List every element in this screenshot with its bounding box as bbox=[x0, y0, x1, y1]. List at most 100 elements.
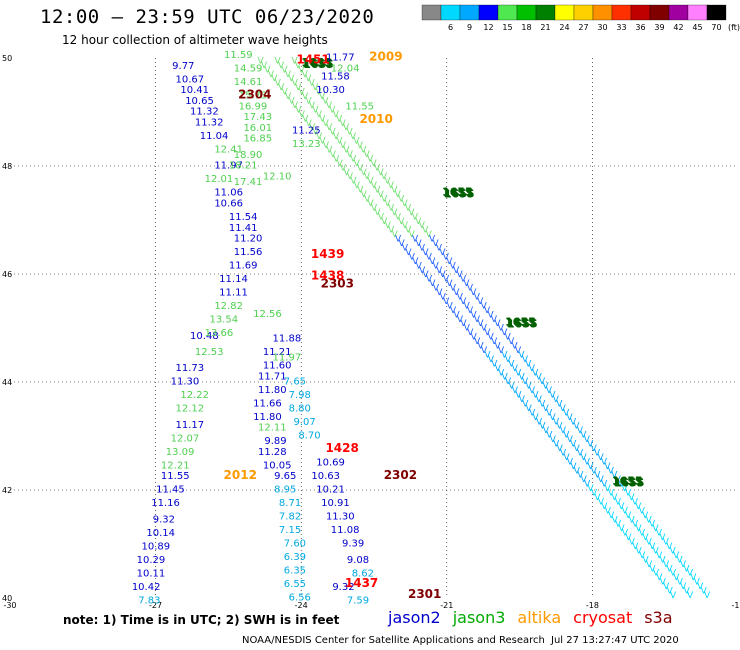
jason3-wave-height: 12.10 bbox=[263, 172, 292, 183]
y-tick-label: 44 bbox=[2, 378, 12, 387]
altika-wave-height: 7.65 bbox=[284, 377, 306, 388]
jason2-wave-height: 11.73 bbox=[175, 363, 204, 374]
color-swatch bbox=[440, 4, 461, 21]
track-cluster: 1655 bbox=[444, 188, 475, 201]
track-mark: V bbox=[543, 426, 550, 436]
legend-item-altika: altika bbox=[517, 608, 562, 627]
jason2-wave-height: 10.65 bbox=[185, 96, 214, 107]
track-mark: V bbox=[443, 252, 450, 262]
track-mark: V bbox=[594, 471, 601, 481]
track-mark: V bbox=[305, 96, 312, 106]
jason2-wave-height: 11.45 bbox=[156, 485, 185, 496]
track-mark: V bbox=[529, 408, 536, 418]
track-mark: V bbox=[367, 154, 374, 164]
track-mark: V bbox=[291, 56, 298, 66]
track-mark: V bbox=[577, 471, 584, 481]
track-mark: V bbox=[550, 435, 557, 445]
track-mark: V bbox=[649, 520, 656, 530]
track-mark: V bbox=[653, 546, 660, 556]
track-mark: V bbox=[261, 61, 268, 71]
jason3-wave-height: 14.61 bbox=[234, 77, 263, 88]
track-mark: V bbox=[388, 226, 395, 236]
color-tick-label: 36 bbox=[635, 23, 645, 32]
track-mark: V bbox=[539, 377, 546, 387]
color-tick-label: 12 bbox=[483, 23, 493, 32]
track-mark: V bbox=[587, 440, 594, 450]
track-mark: V bbox=[405, 248, 412, 258]
jason2-wave-height: 10.48 bbox=[190, 331, 219, 342]
jason3-wave-height: 12.22 bbox=[180, 390, 209, 401]
track-mark: V bbox=[522, 377, 529, 387]
track-mark: V bbox=[326, 146, 333, 156]
track-mark: V bbox=[402, 199, 409, 209]
track-mark: V bbox=[560, 404, 567, 414]
track-mark: V bbox=[467, 284, 474, 294]
track-mark: V bbox=[343, 146, 350, 156]
track-mark: V bbox=[433, 284, 440, 294]
track-mark: V bbox=[660, 555, 667, 565]
track-mark: V bbox=[546, 431, 553, 441]
track-mark: V bbox=[447, 301, 454, 311]
track-mark: V bbox=[347, 150, 354, 160]
track-mark: V bbox=[385, 199, 392, 209]
jason2-wave-height: 10.69 bbox=[316, 458, 345, 469]
jason2-wave-height: 11.32 bbox=[190, 107, 219, 118]
track-mark: V bbox=[298, 65, 305, 75]
track-mark: V bbox=[429, 257, 436, 267]
jason3-wave-height: 12.41 bbox=[214, 145, 243, 156]
altika-wave-height: 7.98 bbox=[289, 390, 311, 401]
jason2-wave-height: 11.04 bbox=[200, 131, 229, 142]
jason3-wave-height: 12.11 bbox=[258, 423, 287, 434]
track-mark: V bbox=[364, 150, 371, 160]
track-mark: V bbox=[525, 359, 532, 369]
track-mark: V bbox=[302, 114, 309, 124]
track-mark: V bbox=[340, 141, 347, 151]
legend-item-jason2: jason2 bbox=[388, 608, 441, 627]
color-tick-label: 21 bbox=[540, 23, 550, 32]
track-mark: V bbox=[288, 96, 295, 106]
track-mark: V bbox=[567, 413, 574, 423]
track-mark: V bbox=[597, 453, 604, 463]
jason2-wave-height: 11.60 bbox=[263, 361, 292, 372]
track-cluster: 1655 bbox=[303, 58, 334, 71]
track-mark: V bbox=[584, 435, 591, 445]
jason2-wave-height: 10.30 bbox=[316, 85, 345, 96]
track-mark: V bbox=[580, 453, 587, 463]
track-mark: V bbox=[508, 337, 515, 347]
altika-wave-height: 7.15 bbox=[279, 525, 301, 536]
track-mark: V bbox=[343, 168, 350, 178]
color-swatch bbox=[687, 4, 708, 21]
track-mark: V bbox=[409, 230, 416, 240]
track-mark: V bbox=[457, 315, 464, 325]
track-mark: V bbox=[457, 270, 464, 280]
color-swatch bbox=[459, 4, 480, 21]
track-mark: V bbox=[536, 395, 543, 405]
altika-wave-height: 7.60 bbox=[284, 539, 306, 550]
x-tick-label: -30 bbox=[3, 601, 16, 610]
jason2-wave-height: 9.77 bbox=[172, 61, 194, 72]
track-mark: V bbox=[560, 448, 567, 458]
track-mark: V bbox=[426, 275, 433, 285]
track-mark: V bbox=[433, 261, 440, 271]
track-mark: V bbox=[481, 324, 488, 334]
track-cluster: 1655 bbox=[301, 56, 332, 69]
color-swatch bbox=[630, 4, 651, 21]
track-mark: V bbox=[598, 497, 605, 507]
track-mark: V bbox=[656, 551, 663, 561]
track-mark: V bbox=[519, 373, 526, 383]
track-mark: V bbox=[611, 471, 618, 481]
track-mark: V bbox=[364, 195, 371, 205]
track-mark: V bbox=[453, 288, 460, 298]
jason3-wave-height: 16.99 bbox=[239, 101, 268, 112]
track-mark: V bbox=[329, 105, 336, 115]
x-tick-label: -21 bbox=[440, 601, 453, 610]
track-mark: V bbox=[336, 137, 343, 147]
jason2-wave-height: 11.30 bbox=[171, 377, 200, 388]
track-mark: V bbox=[560, 426, 567, 436]
color-tick-label: 30 bbox=[597, 23, 607, 32]
track-mark: V bbox=[683, 564, 690, 574]
legend-item-jason3: jason3 bbox=[452, 608, 506, 627]
track-mark: V bbox=[539, 422, 546, 432]
jason2-wave-height: 10.42 bbox=[132, 582, 161, 593]
